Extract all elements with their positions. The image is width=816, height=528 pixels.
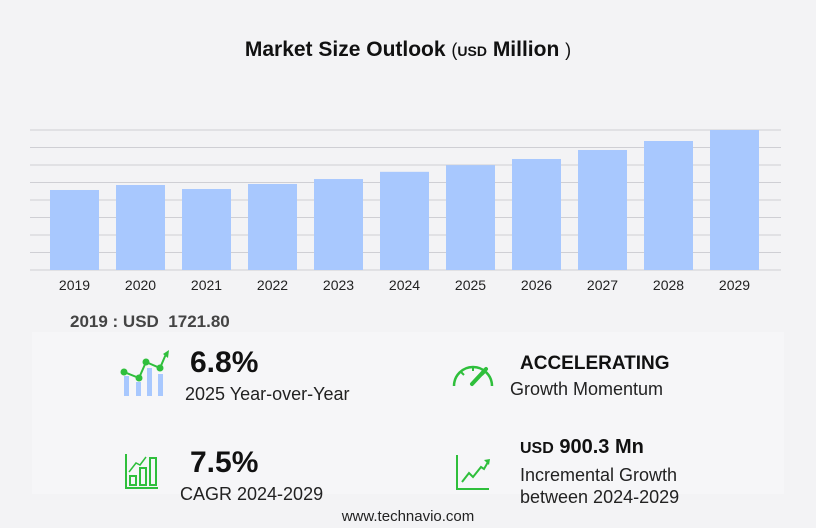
title-text: Market Size Outlook bbox=[244, 38, 446, 61]
bar-2027 bbox=[578, 149, 627, 270]
x-tick-label: 2024 bbox=[389, 277, 420, 293]
x-tick-label: 2021 bbox=[191, 277, 222, 293]
bar-chart: 2019 2020 2021 2022 2023 2024 2025 2026 2027 2028… bbox=[30, 129, 781, 293]
base-year-label: 2019 : USD bbox=[70, 312, 159, 331]
x-tick-label: 2019 bbox=[59, 277, 90, 293]
momentum-value: ACCELERATING bbox=[520, 353, 670, 374]
incremental-period: between 2024-2029 bbox=[520, 487, 680, 507]
speedometer-icon bbox=[452, 365, 494, 387]
growth-bars-icon bbox=[125, 454, 158, 489]
cagr-label: CAGR 2024-2029 bbox=[180, 484, 324, 504]
cagr-value: 7.5% bbox=[190, 446, 259, 479]
title-unit: USD bbox=[457, 43, 487, 59]
bar-2024 bbox=[380, 171, 429, 270]
base-year-value: 2019 : USD 1721.80 bbox=[70, 312, 230, 332]
trend-bar-chart-icon bbox=[120, 350, 169, 396]
x-tick-label: 2025 bbox=[455, 277, 486, 293]
bar-2022 bbox=[248, 183, 297, 270]
bar-2025 bbox=[446, 165, 495, 270]
bar-2028 bbox=[644, 141, 693, 270]
bar-2026 bbox=[512, 158, 561, 270]
bar-2020 bbox=[116, 185, 165, 270]
stats-panel bbox=[32, 332, 784, 494]
x-tick-label: 2027 bbox=[587, 277, 618, 293]
x-tick-label: 2028 bbox=[653, 277, 684, 293]
incremental-label: Incremental Growth bbox=[520, 465, 678, 485]
line-chart-icon bbox=[456, 455, 490, 490]
bar-2023 bbox=[314, 179, 363, 270]
base-year-number: 1721.80 bbox=[168, 312, 230, 331]
incremental-unit: USD bbox=[520, 440, 554, 457]
title-unit-word: Million bbox=[492, 38, 560, 61]
x-tick-label: 2020 bbox=[125, 277, 156, 293]
bar-2029 bbox=[710, 130, 759, 270]
bar-2021 bbox=[182, 189, 231, 270]
x-tick-label: 2029 bbox=[719, 277, 750, 293]
x-tick-label: 2022 bbox=[257, 277, 288, 293]
incremental-number: 900.3 Mn bbox=[559, 436, 644, 458]
bar-2019 bbox=[50, 189, 99, 270]
incremental-value: USD 900.3 Mn bbox=[520, 436, 644, 459]
yoy-label: 2025 Year-over-Year bbox=[185, 384, 350, 404]
momentum-label: Growth Momentum bbox=[510, 379, 664, 399]
x-tick-label: 2023 bbox=[323, 277, 354, 293]
yoy-value: 6.8% bbox=[190, 346, 259, 379]
title-paren-close: ) bbox=[565, 40, 572, 60]
title-paren-open: ( bbox=[451, 40, 458, 60]
x-tick-label: 2026 bbox=[521, 277, 552, 293]
chart-title: Market Size Outlook (USD Million ) bbox=[0, 38, 816, 62]
footer-url[interactable]: www.technavio.com bbox=[341, 508, 475, 525]
